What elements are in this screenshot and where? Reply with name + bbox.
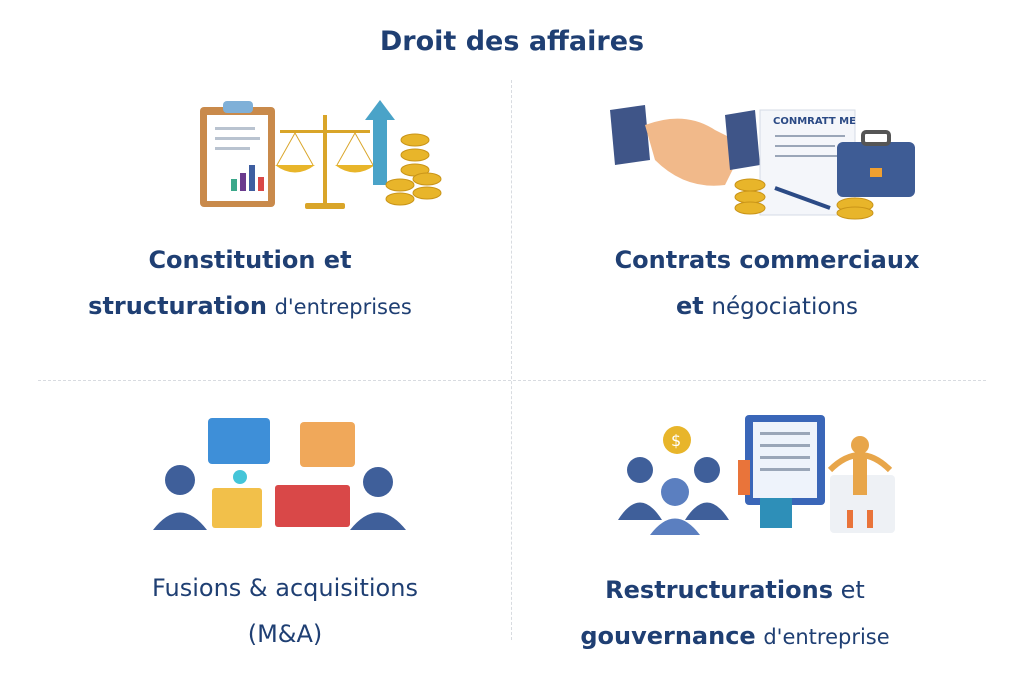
quadrant-1-caption: Constitution et structuration d'entrepri… <box>60 237 440 330</box>
people-puzzle-icon <box>153 418 406 530</box>
vertical-divider <box>511 80 512 640</box>
svg-text:$: $ <box>671 431 681 450</box>
caption-bold: structuration <box>88 292 267 320</box>
horizontal-divider <box>38 380 986 381</box>
page-title: Droit des affaires <box>379 26 645 57</box>
quadrant-4-caption: Restructurations et gouvernance d'entrep… <box>540 567 930 660</box>
clipboard-scales-coins-icon <box>200 100 442 209</box>
caption-bold: Restructurations <box>605 576 833 604</box>
contract-heading: CONMRATT ME <box>773 116 856 127</box>
caption-bold: Contrats commerciaux <box>614 246 920 274</box>
caption-light: négociations <box>711 294 858 320</box>
caption-light: d'entreprises <box>274 295 412 319</box>
handshake-contract-briefcase-icon: CONMRATT ME <box>610 105 915 220</box>
caption-bold: et <box>676 292 704 320</box>
team-dashboard-governance-icon: $ <box>618 415 895 535</box>
caption-bold: Fusions & acquisitions <box>152 574 418 602</box>
quadrant-2-caption: Contrats commerciaux et négociations <box>577 237 957 330</box>
caption-light: d'entreprise <box>763 625 890 649</box>
caption-light: et <box>840 576 865 604</box>
caption-bold: Constitution et <box>148 246 352 274</box>
caption-bold: gouvernance <box>580 622 756 650</box>
quadrant-3-caption: Fusions & acquisitions (M&A) <box>95 565 475 657</box>
caption-bold: (M&A) <box>247 620 323 648</box>
